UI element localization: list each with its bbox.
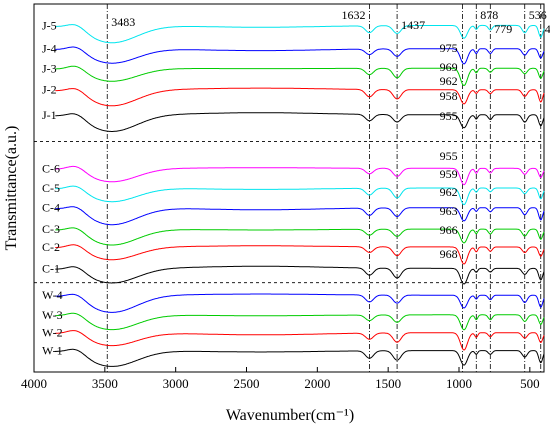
- peak-value-c: 955: [440, 149, 458, 163]
- peak-value-j: 975: [440, 41, 458, 55]
- series-label-w-4: W-4: [42, 288, 63, 302]
- x-tick-label: 3000: [163, 376, 189, 391]
- peak-label: 878: [480, 8, 498, 22]
- series-label-c-5: C-5: [42, 181, 60, 195]
- plot-frame: [33, 3, 545, 373]
- peak-label: 779: [494, 22, 512, 36]
- reference-lines: [106, 4, 542, 372]
- series-label-j-4: J-4: [42, 42, 57, 56]
- x-axis-ticks: 4000 3500 3000 2500 2000 1500 1000 500: [21, 367, 540, 391]
- peak-value-c: 968: [440, 247, 458, 261]
- series-label-j-2: J-2: [42, 83, 57, 97]
- series-line-w-1: [55, 348, 545, 367]
- series-labels: J-5 J-4 J-3 J-2 J-1 C-6 C-5 C-4 C-3 C-2 C-1 W-4 W-3 W…: [42, 18, 63, 357]
- series-line-j-5: [55, 24, 545, 44]
- series-label-c-6: C-6: [42, 161, 60, 175]
- peak-value-j: 962: [440, 74, 458, 88]
- x-tick-label: 4000: [21, 376, 47, 391]
- peak-labels: 3483163214378787795364239759699629589559…: [111, 8, 550, 261]
- series-line-c-6: [55, 165, 545, 186]
- series-label-c-1: C-1: [42, 261, 60, 275]
- series-label-w-1: W-1: [42, 344, 63, 358]
- series-label-w-3: W-3: [42, 308, 63, 322]
- peak-label: 1437: [401, 18, 425, 32]
- x-tick-label: 1000: [446, 376, 472, 391]
- series-line-w-2: [55, 330, 545, 351]
- series-label-j-1: J-1: [42, 108, 57, 122]
- series-line-j-4: [55, 46, 545, 65]
- peak-value-c: 963: [440, 204, 458, 218]
- x-tick-label: 500: [520, 376, 540, 391]
- series-label-c-4: C-4: [42, 201, 60, 215]
- x-tick-label: 3500: [92, 376, 118, 391]
- peak-value-j: 958: [440, 89, 458, 103]
- series-line-j-1: [55, 112, 545, 132]
- series-line-j-2: [55, 87, 545, 107]
- series-line-j-3: [55, 65, 545, 87]
- series-label-j-5: J-5: [42, 18, 57, 32]
- spectrum-curves: [55, 24, 545, 367]
- peak-value-c: 962: [440, 185, 458, 199]
- series-label-j-3: J-3: [42, 61, 57, 75]
- peak-label: 423: [545, 22, 550, 36]
- x-axis-title: Wavenumber(cm⁻¹): [226, 407, 354, 424]
- y-axis-title: Transmittance(a.u.): [3, 126, 20, 251]
- peak-label: 536: [529, 8, 547, 22]
- peak-value-c: 959: [440, 167, 458, 181]
- series-line-c-1: [55, 265, 545, 285]
- series-label-c-3: C-3: [42, 222, 60, 236]
- series-line-c-4: [55, 206, 545, 226]
- series-label-c-2: C-2: [42, 240, 60, 254]
- peak-value-j: 955: [440, 109, 458, 123]
- peak-label: 1632: [341, 8, 365, 22]
- peak-value-c: 966: [440, 223, 458, 237]
- x-tick-label: 2500: [234, 376, 260, 391]
- series-line-w-4: [55, 293, 545, 313]
- series-line-c-2: [55, 244, 545, 265]
- series-line-c-3: [55, 227, 545, 246]
- peak-value-j: 969: [440, 60, 458, 74]
- x-tick-label: 2000: [304, 376, 330, 391]
- series-line-c-5: [55, 185, 545, 206]
- group-separators: [34, 141, 544, 284]
- x-tick-label: 1500: [375, 376, 401, 391]
- peak-label: 3483: [111, 15, 135, 29]
- series-label-w-2: W-2: [42, 326, 63, 340]
- series-line-w-3: [55, 312, 545, 331]
